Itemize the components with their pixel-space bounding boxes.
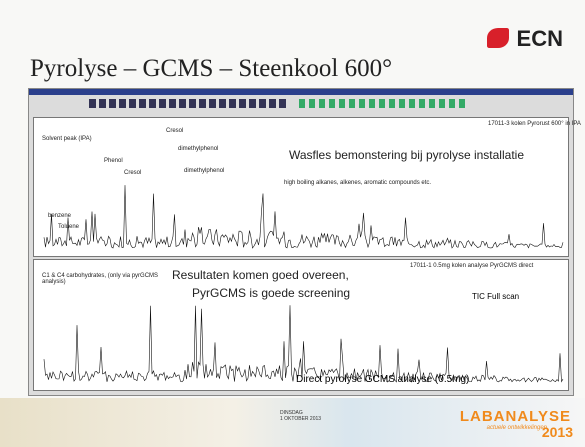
chromatogram-bottom: 17011-1 0.5mg kolen analyse PyrGCMS dire… <box>33 259 569 391</box>
peak-label: Solvent peak (IPA) <box>42 136 92 142</box>
year: 2013 <box>542 424 573 440</box>
range-label: high boiling alkanes, alkenes, aromatic … <box>284 180 431 186</box>
trace <box>44 305 563 382</box>
annotation: PyrGCMS is goede screening <box>192 286 350 300</box>
annotation: Wasfles bemonstering bij pyrolyse instal… <box>289 148 524 162</box>
logo-flame <box>487 28 509 48</box>
window-titlebar <box>29 89 573 95</box>
peak-label: benzene <box>48 213 71 219</box>
peak-label: dimethylphenol <box>178 146 218 152</box>
brand: LABANALYSE <box>460 408 571 425</box>
chromatogram-top: 17011-3 kolen Pyrorust 600° in IPA Solve… <box>33 117 569 257</box>
peak-label: Cresol <box>166 128 183 134</box>
slide: ECN Pyrolyse – GCMS – Steenkool 600° 170… <box>0 0 585 447</box>
caption: Direct pyrolyse GCMS analyse (0.5mg) <box>296 374 469 385</box>
peak-label: dimethylphenol <box>184 168 224 174</box>
logo: ECN <box>517 26 563 52</box>
trace <box>44 185 563 248</box>
peak-label: Toluene <box>58 224 79 230</box>
note: TIC Full scan <box>472 292 519 301</box>
peak-label: Phenol <box>104 158 123 164</box>
toolbar <box>299 99 469 108</box>
software-screenshot: 17011-3 kolen Pyrorust 600° in IPA Solve… <box>28 88 574 396</box>
panel-header: 17011-3 kolen Pyrorust 600° in IPA <box>488 121 581 127</box>
panel-header: 17011-1 0.5mg kolen analyse PyrGCMS dire… <box>410 263 533 269</box>
toolbar <box>89 99 289 108</box>
trace-top <box>34 118 568 256</box>
date: 1 OKTOBER 2013 <box>280 416 321 422</box>
tagline: actuele ontwikkelingen <box>487 425 547 431</box>
annotation: Resultaten komen goed overeen, <box>172 268 349 282</box>
peak-label: C1 & C4 carbohydrates, (only via pyrGCMS… <box>42 273 172 285</box>
slide-title: Pyrolyse – GCMS – Steenkool 600° <box>30 55 392 83</box>
peak-label: Cresol <box>124 170 141 176</box>
